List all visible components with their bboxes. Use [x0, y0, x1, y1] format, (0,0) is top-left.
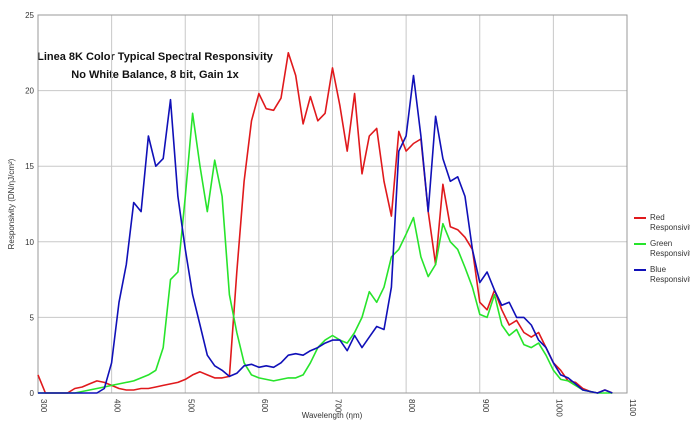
x-tick-label: 1100 [628, 399, 637, 417]
x-tick-label: 800 [407, 399, 416, 413]
x-tick-label: 300 [39, 399, 48, 413]
legend-label: Blue Responsivity [650, 265, 690, 284]
y-tick-label: 20 [25, 87, 34, 96]
legend-label: Red Responsivity [650, 213, 690, 232]
x-axis-label: Wavelength (ηm) [302, 411, 363, 420]
chart-subtitle: No White Balance, 8 bit, Gain 1x [71, 69, 239, 81]
x-tick-label: 1000 [554, 399, 563, 417]
series-line [38, 74, 613, 394]
y-tick-label: 0 [30, 389, 35, 398]
y-tick-label: 10 [25, 238, 34, 247]
x-tick-label: 600 [260, 399, 269, 413]
y-tick-label: 25 [25, 11, 34, 20]
x-tick-label: 700 [334, 399, 343, 413]
legend-label: Green Responsivity [650, 239, 690, 258]
y-tick-label: 15 [25, 162, 34, 171]
chart-title: Linea 8K Color Typical Spectral Responsi… [37, 51, 274, 63]
x-tick-label: 900 [481, 399, 490, 413]
series-line [38, 112, 613, 394]
y-axis-label: Responsivity (DN/ηJ/cm²) [7, 158, 16, 249]
x-tick-label: 400 [113, 399, 122, 413]
series-line [37, 52, 613, 394]
x-tick-label: 500 [186, 399, 195, 413]
plot-border [37, 14, 628, 394]
y-tick-label: 5 [30, 313, 35, 322]
